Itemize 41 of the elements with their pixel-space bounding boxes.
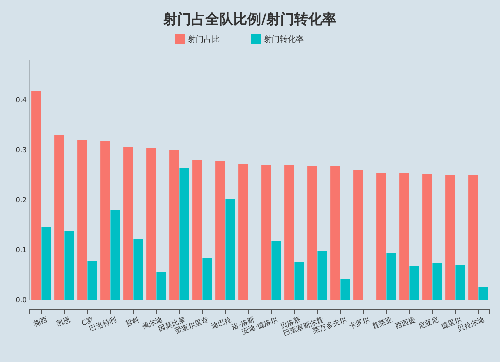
chart-title: 射门占全队比例/射门转化率 [162,11,337,28]
bar [54,135,64,300]
bar [376,174,386,300]
bar [330,166,340,300]
legend-label: 射门转化率 [264,35,304,44]
bar [124,148,134,300]
bar [64,231,74,300]
bar [226,200,236,300]
bar [32,92,42,300]
bar [354,170,364,300]
bar [156,272,166,300]
bar [468,175,478,300]
bar [340,279,350,300]
legend-label: 射门占比 [188,35,220,44]
bar [78,140,88,300]
bar [146,148,156,300]
bar [134,240,144,300]
bar [100,141,110,300]
bar [216,161,226,300]
bar [42,227,52,300]
bar [422,174,432,300]
bar [170,150,180,300]
bar [272,241,282,300]
bar [284,166,294,300]
bar [410,266,420,300]
bar [294,262,304,300]
bar [262,166,272,300]
bar [386,254,396,300]
bar [180,168,190,300]
bar [400,174,410,300]
bar [192,160,202,300]
bar [432,264,442,300]
bar [238,164,248,300]
bar [202,258,212,300]
bar [308,166,318,300]
bar [88,261,98,300]
bar [478,287,488,300]
bar [110,210,120,300]
bar [446,175,456,300]
bar [456,266,466,300]
bar [318,252,328,300]
